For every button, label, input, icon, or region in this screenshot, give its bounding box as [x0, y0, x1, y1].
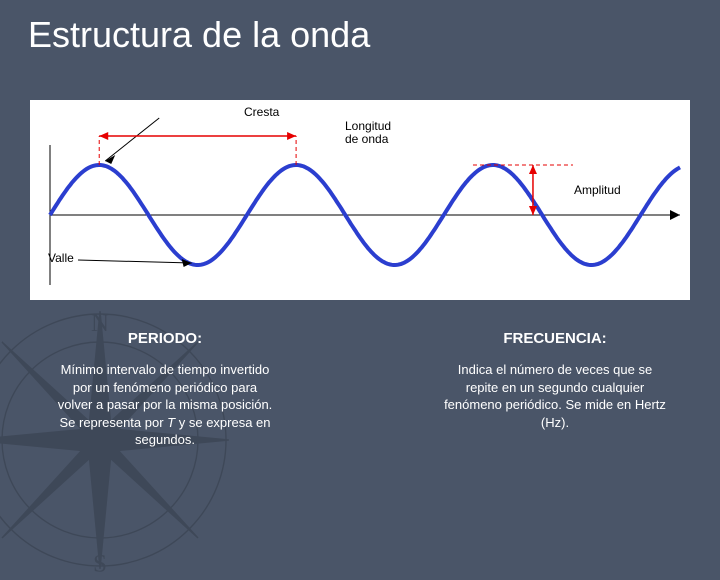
periodo-body-T: T — [167, 415, 175, 430]
label-longitud: Longitud de onda — [345, 120, 391, 146]
periodo-column: PERIODO: Mínimo intervalo de tiempo inve… — [30, 330, 300, 449]
periodo-body: Mínimo intervalo de tiempo invertido por… — [30, 361, 300, 449]
label-amplitud: Amplitud — [574, 184, 621, 197]
label-valle: Valle — [48, 252, 74, 265]
frecuencia-body: Indica el número de veces que se repite … — [420, 361, 690, 431]
slide-title: Estructura de la onda — [28, 14, 370, 56]
frecuencia-column: FRECUENCIA: Indica el número de veces qu… — [420, 330, 690, 449]
frecuencia-title: FRECUENCIA: — [420, 330, 690, 347]
wave-diagram: Cresta Longitud de onda Amplitud Valle — [30, 100, 690, 300]
label-cresta: Cresta — [244, 106, 279, 119]
svg-text:S: S — [93, 551, 107, 578]
definitions-row: PERIODO: Mínimo intervalo de tiempo inve… — [30, 330, 690, 449]
periodo-title: PERIODO: — [30, 330, 300, 347]
